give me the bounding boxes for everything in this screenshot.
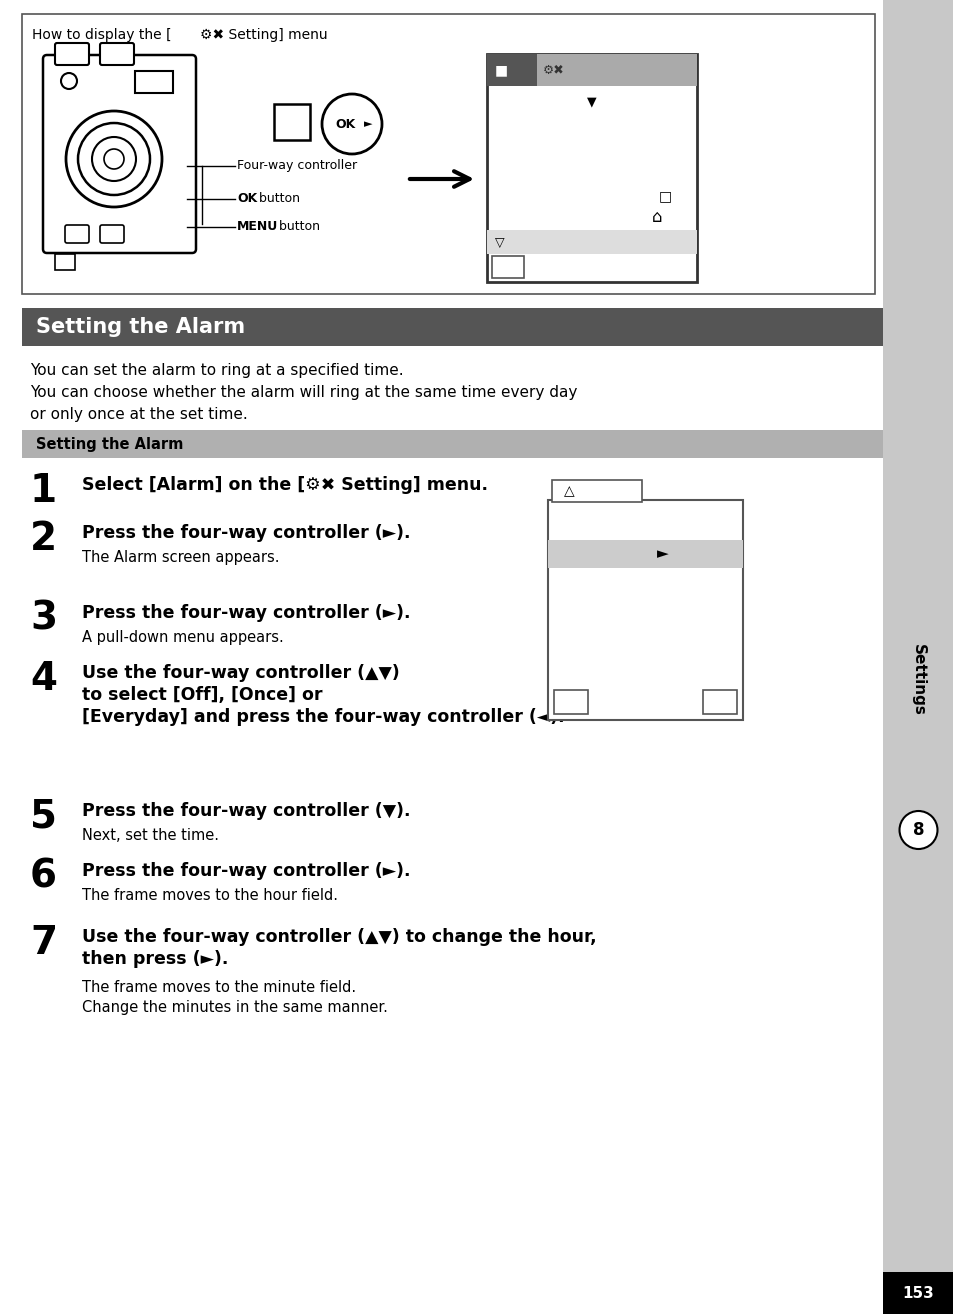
- Text: 1: 1: [30, 472, 57, 510]
- Text: Next, set the time.: Next, set the time.: [82, 828, 219, 844]
- Bar: [486, 230, 697, 254]
- Bar: [492, 256, 523, 279]
- Text: [Everyday] and press the four-way controller (◄).: [Everyday] and press the four-way contro…: [82, 708, 564, 727]
- Text: Press the four-way controller (►).: Press the four-way controller (►).: [82, 604, 410, 622]
- Text: 3: 3: [30, 600, 57, 639]
- Text: 8: 8: [912, 821, 923, 840]
- FancyBboxPatch shape: [65, 225, 89, 243]
- Text: △: △: [563, 484, 574, 498]
- Text: ⚙✖ Setting] menu: ⚙✖ Setting] menu: [200, 28, 327, 42]
- Text: □: □: [658, 189, 671, 202]
- Text: ►: ►: [363, 120, 372, 129]
- Text: Four-way controller: Four-way controller: [236, 159, 356, 172]
- FancyBboxPatch shape: [43, 55, 195, 254]
- Text: 7: 7: [30, 924, 57, 962]
- Circle shape: [899, 811, 937, 849]
- Bar: [486, 54, 697, 283]
- Text: to select [Off], [Once] or: to select [Off], [Once] or: [82, 686, 322, 704]
- Text: or only once at the set time.: or only once at the set time.: [30, 407, 248, 422]
- Text: Setting the Alarm: Setting the Alarm: [36, 317, 245, 336]
- Text: then press (►).: then press (►).: [82, 950, 228, 968]
- Bar: [547, 540, 742, 568]
- Bar: [274, 104, 310, 141]
- Text: OK: OK: [335, 117, 355, 130]
- Text: ■: ■: [495, 63, 508, 78]
- Bar: [22, 14, 874, 294]
- Text: Select [Alarm] on the [⚙✖ Setting] menu.: Select [Alarm] on the [⚙✖ Setting] menu.: [82, 476, 488, 494]
- Text: Setting the Alarm: Setting the Alarm: [36, 436, 183, 452]
- Text: Use the four-way controller (▲▼) to change the hour,: Use the four-way controller (▲▼) to chan…: [82, 928, 596, 946]
- Bar: [547, 501, 742, 720]
- Bar: [55, 254, 75, 269]
- Bar: [554, 690, 587, 714]
- Text: 2: 2: [30, 520, 57, 558]
- Text: button: button: [274, 221, 319, 234]
- FancyBboxPatch shape: [100, 43, 133, 64]
- Text: Press the four-way controller (►).: Press the four-way controller (►).: [82, 862, 410, 880]
- Text: ⌂: ⌂: [651, 208, 661, 226]
- Bar: [537, 54, 697, 85]
- Text: 5: 5: [30, 798, 57, 836]
- Text: ⚙✖: ⚙✖: [542, 63, 564, 76]
- Text: How to display the [: How to display the [: [32, 28, 172, 42]
- Text: 4: 4: [30, 660, 57, 698]
- Text: MENU: MENU: [236, 221, 278, 234]
- Text: The frame moves to the hour field.: The frame moves to the hour field.: [82, 888, 337, 903]
- Text: Press the four-way controller (►).: Press the four-way controller (►).: [82, 524, 410, 541]
- Bar: [702, 690, 737, 714]
- Text: 6: 6: [30, 858, 57, 896]
- Text: Change the minutes in the same manner.: Change the minutes in the same manner.: [82, 1000, 388, 1014]
- Text: You can set the alarm to ring at a specified time.: You can set the alarm to ring at a speci…: [30, 363, 403, 378]
- Text: ▽: ▽: [495, 235, 504, 248]
- Text: OK: OK: [236, 192, 257, 205]
- Text: 153: 153: [902, 1285, 933, 1301]
- Text: Use the four-way controller (▲▼): Use the four-way controller (▲▼): [82, 664, 399, 682]
- Text: ►: ►: [657, 547, 668, 561]
- Text: You can choose whether the alarm will ring at the same time every day: You can choose whether the alarm will ri…: [30, 385, 577, 399]
- Bar: [22, 307, 882, 346]
- Text: The Alarm screen appears.: The Alarm screen appears.: [82, 551, 279, 565]
- Bar: [552, 480, 641, 502]
- FancyBboxPatch shape: [100, 225, 124, 243]
- Text: ▼: ▼: [587, 96, 597, 109]
- Bar: [882, 0, 953, 1314]
- Text: A pull-down menu appears.: A pull-down menu appears.: [82, 629, 283, 645]
- Text: The frame moves to the minute field.: The frame moves to the minute field.: [82, 980, 355, 995]
- Bar: [22, 430, 882, 459]
- Bar: [882, 1272, 953, 1314]
- Bar: [135, 71, 172, 93]
- Text: button: button: [254, 192, 299, 205]
- Text: Press the four-way controller (▼).: Press the four-way controller (▼).: [82, 802, 410, 820]
- Bar: [486, 54, 537, 85]
- FancyBboxPatch shape: [55, 43, 89, 64]
- Text: Settings: Settings: [910, 644, 925, 716]
